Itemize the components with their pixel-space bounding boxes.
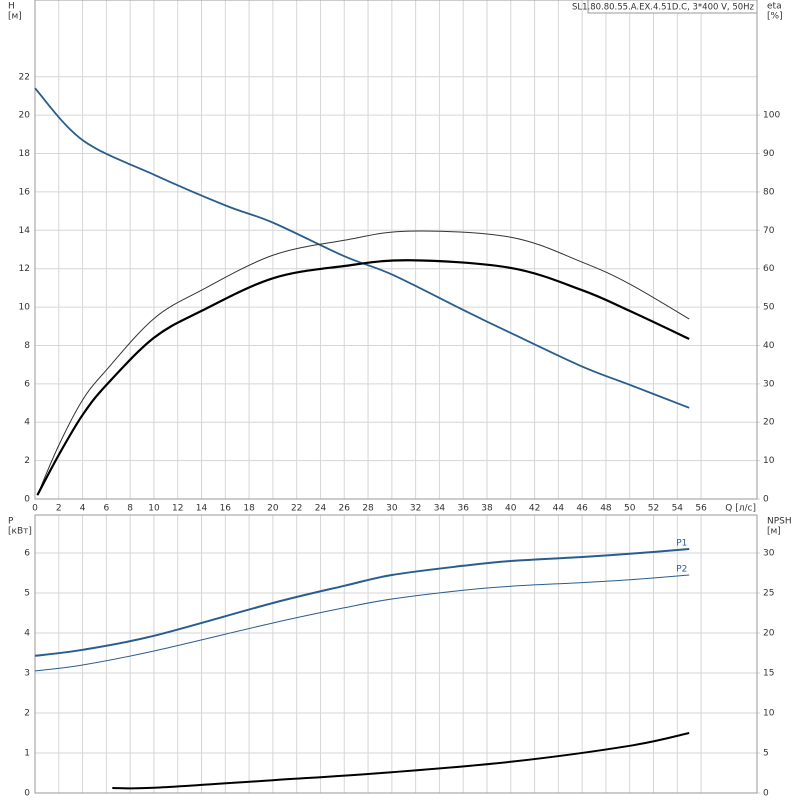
series-line	[34, 548, 690, 657]
x-tick-label: 46	[576, 504, 588, 514]
series-line	[112, 732, 690, 790]
chart-title: SL1.80.80.55.A.EX.4.51D.C, 3*400 V, 50Hz	[572, 3, 755, 13]
y-tick-label: 10	[19, 303, 31, 313]
y-tick-label: 0	[24, 495, 30, 505]
y-tick-label: 8	[24, 341, 30, 351]
y-tick-label: 22	[19, 72, 30, 82]
x-tick-label: 30	[386, 504, 398, 514]
x-tick-label: 8	[127, 504, 133, 514]
y2-tick-label: 20	[763, 418, 775, 428]
x-tick-label: 44	[553, 504, 565, 514]
x-tick-label: 18	[243, 504, 255, 514]
x-tick-label: 2	[56, 504, 62, 514]
y-tick-label: 1	[24, 749, 30, 759]
y-tick-label: 18	[19, 149, 31, 159]
x-tick-label: 50	[624, 504, 636, 514]
series-line	[36, 259, 690, 496]
y-tick-label: 6	[24, 549, 30, 559]
y2-tick-label: 15	[763, 669, 774, 679]
x-tick-label: 42	[529, 504, 540, 514]
x-tick-label: 32	[410, 504, 421, 514]
y2-tick-label: 0	[763, 495, 769, 505]
y-tick-label: 3	[24, 669, 30, 679]
y2-axis-unit: [%]	[767, 12, 783, 22]
y2-tick-label: 90	[763, 149, 775, 159]
x-tick-label: 10	[148, 504, 160, 514]
y-tick-label: 2	[24, 709, 30, 719]
y2-tick-label: 5	[763, 749, 769, 759]
y2-tick-label: 10	[763, 709, 775, 719]
y-tick-label: 6	[24, 379, 30, 389]
x-tick-label: 34	[434, 504, 446, 514]
x-tick-label: 54	[672, 504, 684, 514]
y-tick-label: 16	[19, 187, 31, 197]
x-tick-label: 28	[362, 504, 374, 514]
y-axis-label: P	[8, 517, 14, 527]
title-box	[587, 0, 758, 14]
x-tick-label: 26	[339, 504, 351, 514]
y2-tick-label: 40	[763, 341, 775, 351]
x-tick-label: 4	[80, 504, 86, 514]
x-tick-label: 6	[104, 504, 110, 514]
x-tick-label: 48	[600, 504, 612, 514]
y-tick-label: 12	[19, 264, 30, 274]
y2-tick-label: 80	[763, 187, 775, 197]
y-tick-label: 4	[24, 629, 30, 639]
plot-frame	[34, 514, 758, 794]
y2-tick-label: 60	[763, 264, 775, 274]
y2-tick-label: 20	[763, 629, 775, 639]
series-line	[36, 230, 690, 496]
x-tick-label: 14	[196, 504, 208, 514]
y-tick-label: 0	[24, 789, 30, 799]
y2-tick-label: 70	[763, 226, 775, 236]
x-axis-label: Q [л/с]	[725, 504, 756, 514]
y2-axis-label: eta	[767, 2, 782, 12]
y2-tick-label: 50	[763, 303, 775, 313]
y2-tick-label: 30	[763, 379, 775, 389]
y-tick-label: 14	[19, 226, 31, 236]
plot-frame	[34, 0, 758, 500]
x-tick-label: 16	[220, 504, 232, 514]
y2-axis-unit: [м]	[767, 527, 781, 537]
x-tick-label: 24	[315, 504, 327, 514]
x-tick-label: 52	[648, 504, 659, 514]
x-tick-label: 38	[481, 504, 493, 514]
y2-tick-label: 100	[763, 111, 780, 121]
y2-tick-label: 25	[763, 589, 774, 599]
y-tick-label: 20	[19, 111, 31, 121]
y-axis-unit: [кВт]	[8, 527, 32, 537]
x-tick-label: 40	[505, 504, 517, 514]
x-tick-label: 36	[457, 504, 469, 514]
y-axis-unit: [м]	[8, 12, 22, 22]
y-axis-label: H	[8, 2, 15, 12]
x-tick-label: 0	[32, 504, 38, 514]
y2-tick-label: 10	[763, 456, 775, 466]
y-tick-label: 2	[24, 456, 30, 466]
x-tick-label: 22	[291, 504, 302, 514]
plot-background	[35, 0, 757, 499]
x-tick-label: 56	[695, 504, 707, 514]
series-label: P1	[676, 539, 687, 549]
plot-background	[35, 515, 757, 793]
y2-tick-label: 0	[763, 789, 769, 799]
y2-axis-label: NPSH	[767, 517, 792, 527]
y-tick-label: 4	[24, 418, 30, 428]
y-tick-label: 5	[24, 589, 30, 599]
series-label: P2	[676, 565, 687, 575]
series-line	[34, 574, 690, 672]
y2-tick-label: 30	[763, 549, 775, 559]
x-tick-label: 12	[172, 504, 183, 514]
x-tick-label: 20	[267, 504, 279, 514]
